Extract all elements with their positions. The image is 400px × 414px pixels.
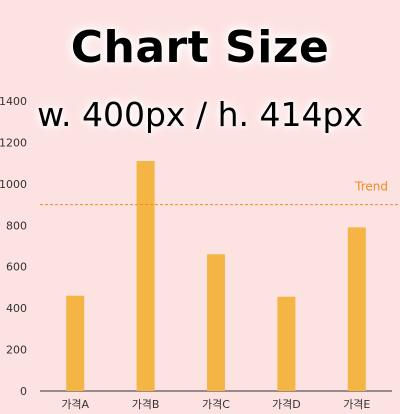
y-tick-label: 800 bbox=[6, 219, 27, 232]
x-tick-label: 가격E bbox=[343, 398, 370, 411]
y-tick-label: 600 bbox=[6, 261, 27, 274]
x-tick-label: 가격C bbox=[202, 398, 230, 411]
y-tick-label: 1000 bbox=[0, 178, 27, 191]
x-tick-label: 가격A bbox=[61, 398, 89, 411]
x-tick-label: 가격D bbox=[272, 398, 301, 411]
chart-size-dimensions: w. 400px / h. 414px bbox=[37, 95, 363, 134]
y-tick-label: 1200 bbox=[0, 136, 27, 149]
bar-가격C bbox=[207, 254, 225, 391]
bar-가격B bbox=[136, 161, 155, 391]
y-tick-label: 200 bbox=[6, 344, 27, 357]
y-tick-label: 400 bbox=[6, 302, 27, 315]
bar-가격E bbox=[347, 227, 366, 391]
y-tick-label: 1400 bbox=[0, 95, 27, 108]
bar-가격A bbox=[66, 295, 85, 391]
trend-label: Trend bbox=[354, 180, 388, 194]
y-tick-label: 0 bbox=[20, 385, 27, 398]
x-tick-label: 가격B bbox=[132, 398, 160, 411]
chart-size-heading: Chart Size bbox=[70, 22, 330, 73]
bar-가격D bbox=[277, 296, 296, 391]
